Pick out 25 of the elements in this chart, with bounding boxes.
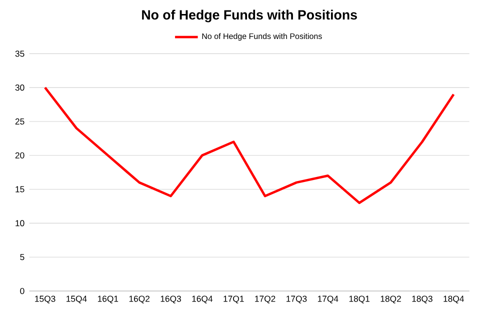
- y-tick-label: 10: [16, 220, 24, 226]
- x-tick-label: 16Q4: [192, 296, 213, 304]
- y-tick-label: 20: [15, 152, 24, 158]
- x-tick-label: 16Q3: [160, 296, 181, 304]
- x-tick-label: 15Q4: [66, 296, 87, 304]
- y-tick-label: 15: [16, 186, 24, 192]
- x-tick-label: 17Q3: [286, 296, 307, 304]
- x-tick-label: 17Q4: [318, 296, 338, 304]
- x-tick-label: 17Q1: [224, 296, 244, 304]
- x-tick-label: 18Q1: [349, 296, 370, 304]
- legend-label: No of Hedge Funds with Positions: [202, 33, 322, 41]
- y-tick-label: 5: [20, 254, 24, 260]
- y-tick-label: 35: [15, 50, 24, 57]
- x-tick-label: 16Q1: [98, 296, 118, 304]
- x-tick-label: 18Q4: [444, 296, 464, 304]
- x-tick-label: 16Q2: [129, 296, 150, 304]
- chart-title: No of Hedge Funds with Positions: [142, 10, 357, 22]
- y-tick-label: 30: [15, 84, 24, 91]
- x-tick-label: 18Q2: [380, 296, 401, 304]
- y-tick-label: 0: [20, 288, 24, 294]
- x-tick-label: 17Q2: [255, 296, 276, 304]
- y-tick-label: 25: [15, 118, 24, 125]
- x-tick-label: 18Q3: [412, 296, 432, 304]
- line-series: [44, 86, 455, 204]
- x-tick-label: 15Q3: [35, 296, 56, 304]
